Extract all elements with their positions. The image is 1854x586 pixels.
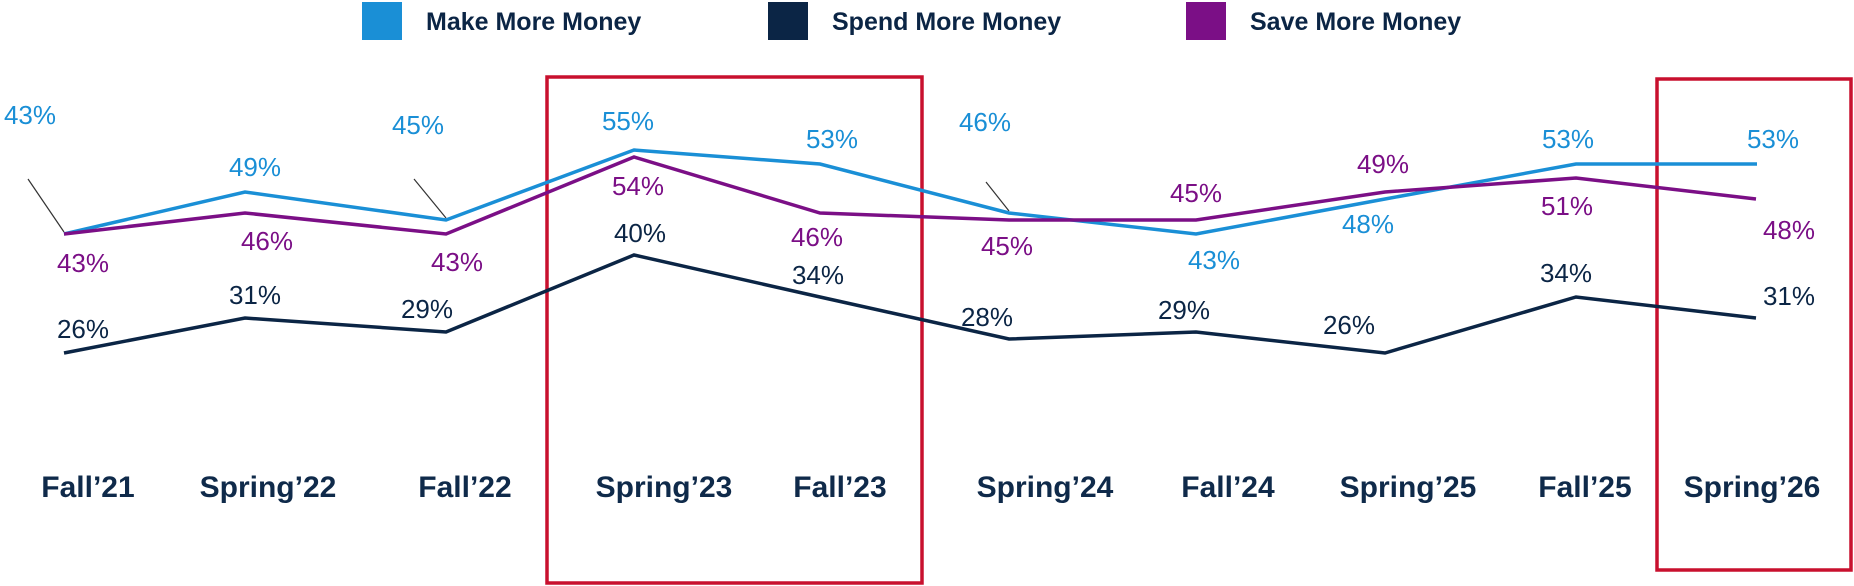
highlight-box-spring-23-fall-23 (545, 75, 924, 585)
data-label-save-more-money-fall-21: 43% (57, 248, 109, 278)
series-line-make-more-money (63, 148, 1757, 236)
x-tick-fall-25: Fall’25 (1538, 471, 1631, 504)
legend: Make More Money Spend More Money Save More… (362, 2, 1461, 40)
data-label-spend-more-money-fall-21: 26% (57, 314, 109, 344)
data-label-spend-more-money-fall-25: 34% (1540, 258, 1592, 288)
data-label-save-more-money-fall-24: 45% (1170, 178, 1222, 208)
data-label-make-more-money-fall-21: 43% (4, 100, 56, 130)
data-label-make-more-money-spring-26: 53% (1747, 124, 1799, 154)
leader-lines (27, 178, 1010, 233)
data-label-spend-more-money-spring-23: 40% (614, 218, 666, 248)
data-label-save-more-money-spring-22: 46% (241, 226, 293, 256)
data-label-save-more-money-fall-25: 51% (1541, 191, 1593, 221)
data-label-spend-more-money-fall-23: 34% (792, 260, 844, 290)
highlight-boxes (545, 75, 1853, 585)
data-label-make-more-money-spring-24: 46% (959, 107, 1011, 137)
data-label-make-more-money-fall-25: 53% (1542, 124, 1594, 154)
leader-line-fall-21 (27, 178, 65, 233)
data-label-save-more-money-fall-23: 46% (791, 222, 843, 252)
leader-line-spring-24 (985, 181, 1010, 212)
x-tick-fall-21: Fall’21 (41, 471, 134, 504)
x-tick-spring-24: Spring’24 (977, 471, 1114, 504)
data-label-spend-more-money-spring-26: 31% (1763, 281, 1815, 311)
x-axis-labels: Fall’21 Spring’22 Fall’22 Spring’23 Fall’23 S… (41, 471, 1820, 504)
data-label-save-more-money-spring-25: 49% (1357, 149, 1409, 179)
x-tick-spring-26: Spring’26 (1684, 471, 1821, 504)
legend-swatch-save-more-money (1186, 2, 1226, 40)
data-label-make-more-money-fall-22: 45% (392, 110, 444, 140)
data-label-make-more-money-spring-23: 55% (602, 106, 654, 136)
data-label-save-more-money-spring-24: 45% (981, 231, 1033, 261)
legend-label-save-more-money: Save More Money (1250, 8, 1461, 36)
data-label-make-more-money-spring-25: 48% (1342, 209, 1394, 239)
data-label-save-more-money-fall-22: 43% (431, 247, 483, 277)
data-label-make-more-money-fall-24: 43% (1188, 245, 1240, 275)
data-label-spend-more-money-spring-22: 31% (229, 280, 281, 310)
x-tick-fall-22: Fall’22 (418, 471, 511, 504)
x-tick-spring-22: Spring’22 (200, 471, 337, 504)
data-label-save-more-money-spring-26: 48% (1763, 215, 1815, 245)
series-lines (63, 148, 1757, 355)
data-label-spend-more-money-fall-24: 29% (1158, 295, 1210, 325)
legend-label-make-more-money: Make More Money (426, 8, 641, 36)
x-tick-spring-23: Spring’23 (596, 471, 733, 504)
data-labels: 43% 49% 45% 55% 53% 46% 43% 48% 53% 53% 26% 31% 29% 4… (4, 100, 1815, 344)
data-label-save-more-money-spring-23: 54% (612, 171, 664, 201)
data-label-make-more-money-fall-23: 53% (806, 124, 858, 154)
leader-line-fall-22 (413, 178, 447, 219)
series-line-spend-more-money (63, 253, 1757, 355)
data-label-spend-more-money-spring-24: 28% (961, 302, 1013, 332)
series-line-save-more-money (63, 155, 1757, 236)
legend-swatch-spend-more-money (768, 2, 808, 40)
x-tick-fall-23: Fall’23 (793, 471, 886, 504)
x-tick-fall-24: Fall’24 (1181, 471, 1275, 504)
legend-label-spend-more-money: Spend More Money (832, 8, 1061, 36)
data-label-make-more-money-spring-22: 49% (229, 152, 281, 182)
highlight-box-spring-26 (1655, 77, 1853, 572)
legend-swatch-make-more-money (362, 2, 402, 40)
data-label-spend-more-money-spring-25: 26% (1323, 310, 1375, 340)
x-tick-spring-25: Spring’25 (1340, 471, 1477, 504)
data-label-spend-more-money-fall-22: 29% (401, 294, 453, 324)
